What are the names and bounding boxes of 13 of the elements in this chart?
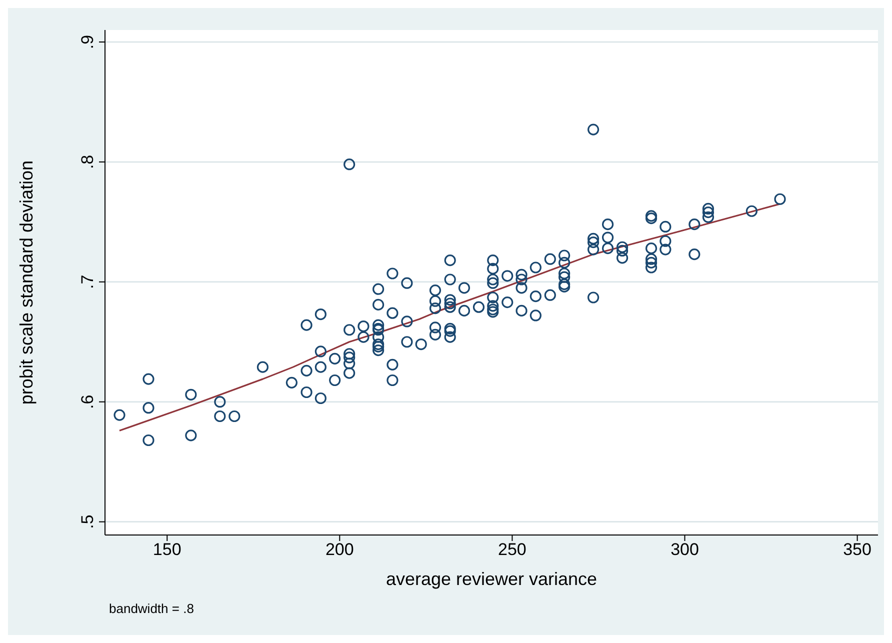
y-tick-label: .5 [78, 514, 97, 529]
x-axis-title: average reviewer variance [386, 569, 598, 589]
x-tick-label: 300 [670, 540, 699, 560]
y-tick-label: .9 [78, 34, 97, 50]
x-tick-label: 250 [498, 540, 526, 560]
y-axis-title: probit scale standard deviation [16, 160, 36, 405]
y-tick-label: .6 [78, 394, 97, 409]
y-tick-label: .8 [78, 154, 97, 170]
x-tick-label: 200 [325, 540, 354, 560]
y-tick-label: .7 [78, 274, 97, 289]
x-tick-label: 350 [843, 540, 872, 560]
text: bandwidth = .8 [109, 601, 194, 616]
x-tick-label: 150 [152, 540, 182, 560]
